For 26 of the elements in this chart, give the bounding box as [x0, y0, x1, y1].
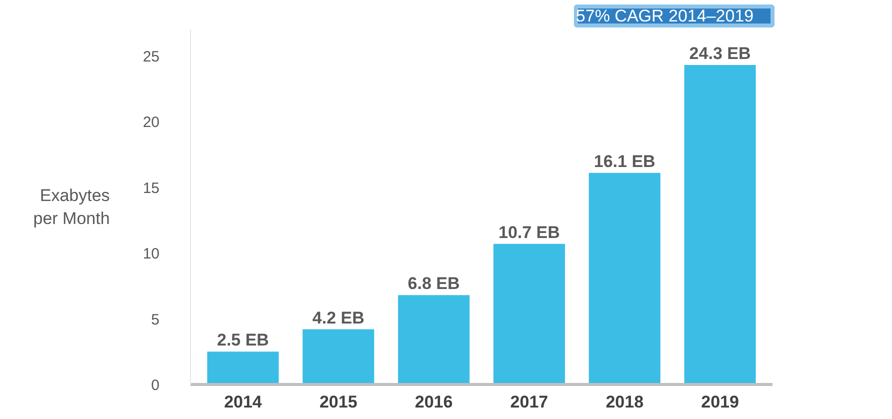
- y-tick-label: 25: [142, 48, 160, 66]
- bar: [588, 172, 660, 384]
- y-tick-label: 15: [142, 180, 160, 197]
- data-label: 4.2 EB: [312, 308, 364, 328]
- bar: [302, 329, 374, 384]
- x-tick-label: 2016: [414, 392, 453, 412]
- data-label: 2.5 EB: [216, 330, 269, 350]
- y-tick-label: 0: [151, 377, 160, 394]
- y-tick-label: 5: [151, 311, 160, 328]
- data-label: 10.7 EB: [498, 222, 560, 242]
- x-tick-label: 2017: [510, 392, 548, 412]
- x-tick-label: 2014: [224, 392, 262, 412]
- y-tick-label: 20: [142, 114, 160, 132]
- bar: [398, 295, 470, 384]
- text: 57% CAGR 2014–2019: [576, 6, 754, 26]
- bar: [684, 65, 756, 384]
- x-tick-label: 2019: [701, 392, 739, 412]
- y-tick-label: 10: [142, 246, 160, 263]
- x-tick-label: 2015: [319, 392, 358, 412]
- data-label: 16.1 EB: [594, 152, 656, 171]
- bar: [493, 244, 565, 384]
- y-axis-title: Exabytes per Month: [33, 186, 110, 228]
- x-tick-label: 2018: [606, 392, 644, 412]
- data-label: 6.8 EB: [408, 274, 460, 294]
- bar: [207, 352, 279, 384]
- data-label: 24.3 EB: [689, 44, 751, 63]
